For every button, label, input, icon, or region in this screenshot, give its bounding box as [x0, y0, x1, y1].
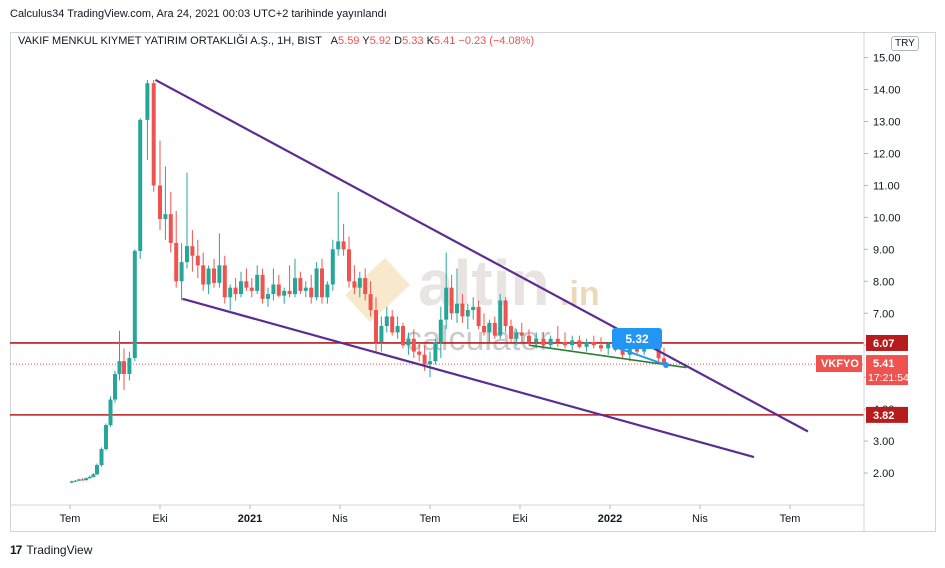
- change-value: −0.23 (−4.08%): [458, 35, 535, 47]
- low-value: 5.33: [402, 35, 424, 47]
- publish-info: Calculus34 TradingView.com, Ara 24, 2021…: [10, 8, 387, 20]
- close-label: K: [426, 35, 434, 47]
- symbol-legend: VAKIF MENKUL KIYMET YATIRIM ORTAKLIĞI A.…: [18, 35, 534, 47]
- footer-brand: TradingView: [26, 543, 93, 557]
- open-label: A: [330, 35, 339, 47]
- high-value: 5.92: [369, 35, 392, 47]
- close-value: 5.41: [433, 35, 456, 47]
- high-label: Y: [362, 35, 370, 47]
- chart-frame: [10, 32, 936, 532]
- tradingview-logo-icon: 17: [10, 543, 22, 557]
- symbol-title: VAKIF MENKUL KIYMET YATIRIM ORTAKLIĞI A.…: [18, 35, 322, 47]
- currency-badge[interactable]: TRY: [891, 36, 919, 51]
- open-value: 5.59: [338, 35, 360, 47]
- low-label: D: [394, 35, 403, 47]
- footer[interactable]: 17 TradingView: [10, 543, 92, 557]
